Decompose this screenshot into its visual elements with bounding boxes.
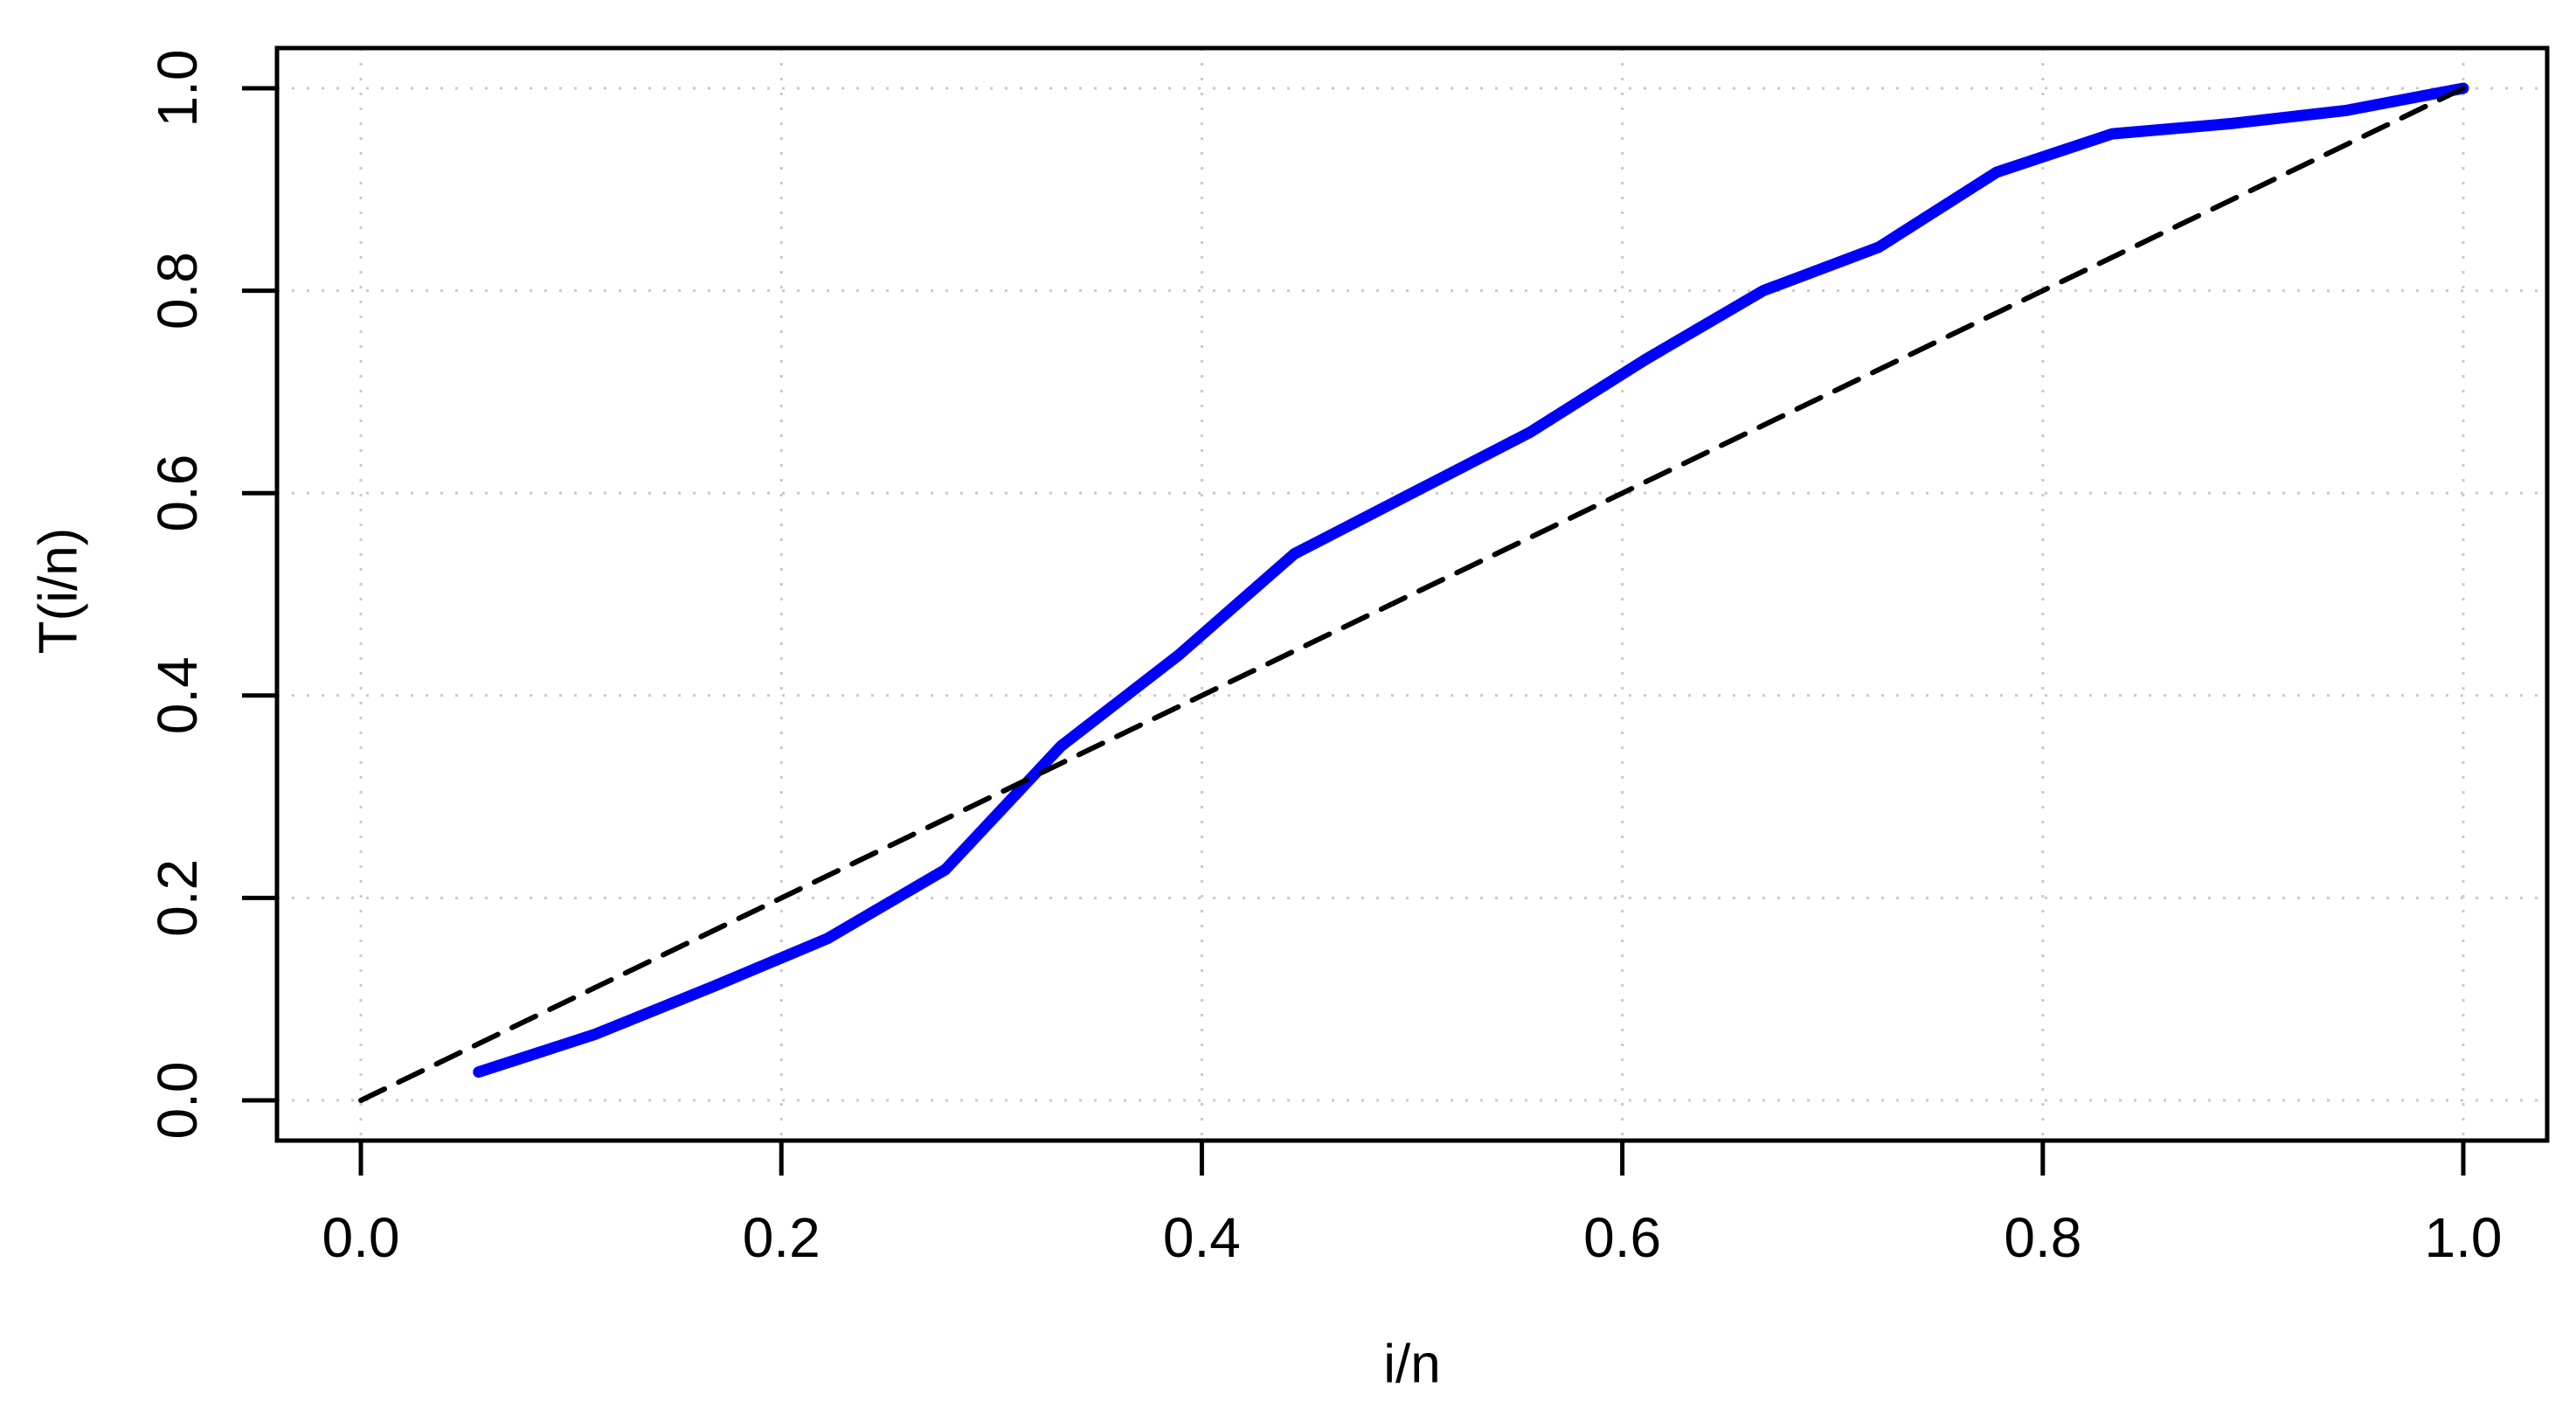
x-tick-label: 0.0 xyxy=(322,1206,400,1269)
x-tick-label: 0.6 xyxy=(1583,1206,1661,1269)
axis-layer: 0.0 0.2 0.4 0.6 0.8 1.0 0.0 0.2 0.4 0.6 0.8 1.0 xyxy=(146,50,2502,1269)
y-tick-label: 0.4 xyxy=(146,656,209,734)
y-tick-label: 0.0 xyxy=(146,1062,209,1140)
grid-layer xyxy=(277,48,2547,1141)
y-tick-label: 0.8 xyxy=(146,252,209,329)
plot-box-border xyxy=(274,45,2550,1143)
x-tick-label: 0.4 xyxy=(1163,1206,1241,1269)
T-transform-curve xyxy=(473,82,2469,1079)
y-tick-label: 1.0 xyxy=(146,50,209,128)
y-axis-title: T(i/n) xyxy=(29,528,89,655)
x-tick-label: 0.2 xyxy=(743,1206,821,1269)
y-tick-label: 0.6 xyxy=(146,454,209,532)
identity-reference-line xyxy=(358,86,2466,1103)
y-tick-label: 0.2 xyxy=(146,859,209,937)
x-tick-label: 0.8 xyxy=(2004,1206,2081,1269)
x-tick-label: 1.0 xyxy=(2425,1206,2503,1269)
series-layer xyxy=(358,82,2469,1103)
x-axis-title: i/n xyxy=(1383,1335,1440,1395)
